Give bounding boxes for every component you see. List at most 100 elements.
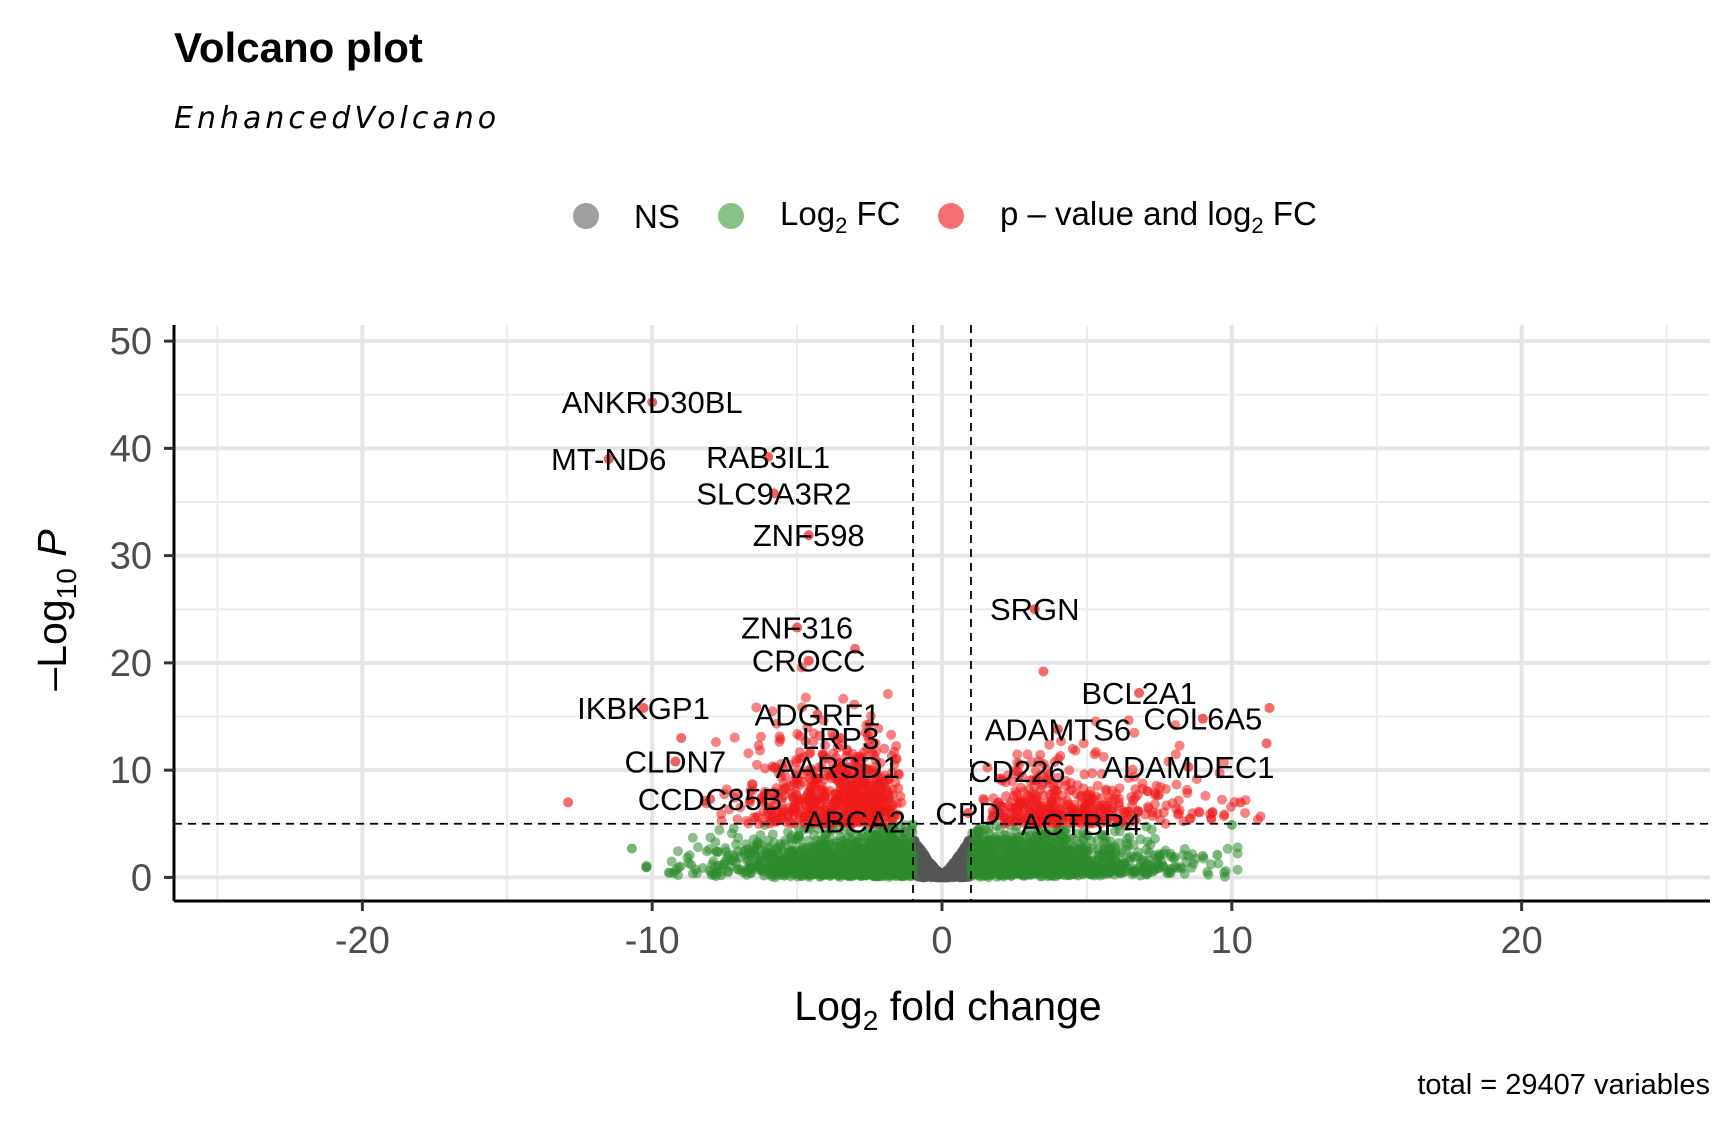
point-significant bbox=[860, 727, 871, 738]
legend-ns-swatch bbox=[573, 203, 599, 229]
point-significant bbox=[798, 769, 809, 780]
point-significant bbox=[889, 810, 900, 821]
point-fc bbox=[1128, 863, 1139, 874]
y-tick-label: 0 bbox=[131, 857, 152, 899]
point-significant bbox=[800, 692, 811, 703]
point-significant bbox=[1100, 784, 1111, 795]
point-fc bbox=[984, 846, 995, 857]
point-significant bbox=[792, 729, 803, 740]
point-significant bbox=[1170, 720, 1181, 731]
point-significant bbox=[1083, 798, 1094, 809]
point-fc bbox=[787, 839, 798, 850]
point-labeled bbox=[1029, 604, 1040, 615]
point-labeled bbox=[638, 702, 649, 713]
point-fc bbox=[1154, 860, 1165, 871]
point-fc bbox=[786, 831, 797, 842]
point-fc bbox=[1203, 869, 1214, 880]
point-fc bbox=[709, 869, 720, 880]
point-significant bbox=[1095, 805, 1106, 816]
point-significant bbox=[1035, 749, 1046, 760]
point-significant bbox=[994, 810, 1005, 821]
point-ns bbox=[947, 864, 958, 875]
point-fc bbox=[1055, 844, 1066, 855]
point-highlight bbox=[1261, 738, 1272, 749]
x-tick-label: 20 bbox=[1500, 920, 1542, 962]
x-axis-title-rest: fold change bbox=[878, 983, 1101, 1029]
gene-label: ADAMDEC1 bbox=[1102, 750, 1274, 785]
point-significant bbox=[1124, 809, 1135, 820]
point-significant bbox=[1252, 814, 1263, 825]
point-significant bbox=[1214, 768, 1225, 779]
legend-both-swatch bbox=[938, 203, 964, 229]
point-significant bbox=[797, 776, 808, 787]
point-fc bbox=[1033, 866, 1044, 877]
gene-label: CD226 bbox=[969, 754, 1066, 789]
point-labeled bbox=[1197, 713, 1208, 724]
point-fc bbox=[1004, 838, 1015, 849]
point-significant bbox=[1129, 727, 1140, 738]
point-fc bbox=[872, 866, 883, 877]
gene-label: RAB3IL1 bbox=[706, 440, 830, 475]
legend-ns-label: NS bbox=[634, 198, 680, 235]
point-significant bbox=[752, 759, 763, 770]
point-significant bbox=[1170, 749, 1181, 760]
point-highlight bbox=[676, 732, 687, 743]
point-significant bbox=[770, 805, 781, 816]
point-significant bbox=[993, 797, 1004, 808]
point-fc bbox=[1017, 846, 1028, 857]
point-fc bbox=[979, 859, 990, 870]
point-fc bbox=[876, 838, 887, 849]
point-significant bbox=[1064, 785, 1075, 796]
legend: NS Log2 FC p – value and log2 FC bbox=[573, 195, 1317, 238]
point-labeled bbox=[763, 451, 774, 462]
caption: total = 29407 variables bbox=[1417, 1069, 1710, 1101]
point-significant bbox=[784, 759, 795, 770]
point-significant bbox=[1137, 778, 1148, 789]
point-significant bbox=[849, 754, 860, 765]
point-fc bbox=[755, 854, 766, 865]
point-significant bbox=[808, 736, 819, 747]
point-fc bbox=[1023, 864, 1034, 875]
point-significant bbox=[1129, 771, 1140, 782]
point-significant bbox=[858, 803, 869, 814]
point-fc bbox=[811, 844, 822, 855]
point-fc bbox=[1120, 858, 1131, 869]
y-axis-title: –Log10 P bbox=[29, 529, 82, 691]
point-significant bbox=[1090, 716, 1101, 727]
y-axis-title-sub: 10 bbox=[51, 568, 82, 599]
legend-fc-swatch bbox=[718, 203, 744, 229]
point-significant bbox=[751, 702, 762, 713]
point-fc bbox=[666, 856, 677, 867]
point-significant bbox=[1117, 817, 1128, 828]
point-significant bbox=[877, 818, 888, 829]
point-significant bbox=[869, 750, 880, 761]
point-fc bbox=[1080, 829, 1091, 840]
point-significant bbox=[1041, 763, 1052, 774]
x-axis-title: Log2 fold change bbox=[794, 983, 1101, 1036]
point-significant bbox=[1109, 793, 1120, 804]
point-fc bbox=[1028, 835, 1039, 846]
point-highlight bbox=[1212, 849, 1223, 860]
point-significant bbox=[784, 780, 795, 791]
point-significant bbox=[1028, 775, 1039, 786]
point-significant bbox=[743, 748, 754, 759]
point-labeled bbox=[792, 622, 803, 633]
point-fc bbox=[1219, 867, 1230, 878]
point-significant bbox=[1041, 805, 1052, 816]
point-significant bbox=[1049, 757, 1060, 768]
point-significant bbox=[1002, 770, 1013, 781]
point-significant bbox=[854, 776, 865, 787]
point-significant bbox=[862, 743, 873, 754]
point-fc bbox=[885, 832, 896, 843]
point-fc bbox=[888, 858, 899, 869]
point-ns bbox=[918, 856, 929, 867]
point-significant bbox=[797, 702, 808, 713]
point-significant bbox=[1143, 803, 1154, 814]
point-ns bbox=[956, 853, 967, 864]
x-tick-label: 10 bbox=[1211, 920, 1253, 962]
point-fc bbox=[966, 847, 977, 858]
point-labeled bbox=[647, 397, 658, 408]
point-fc bbox=[809, 856, 820, 867]
